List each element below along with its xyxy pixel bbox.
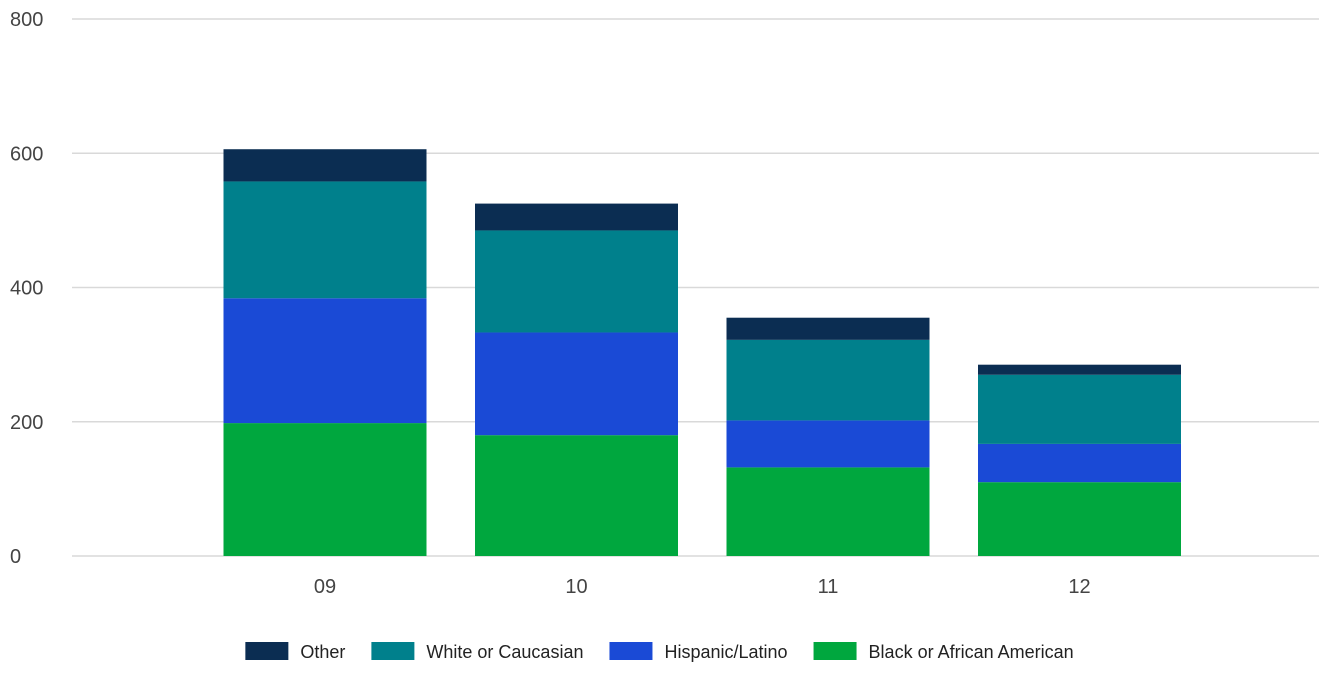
legend-label: White or Caucasian xyxy=(426,642,583,662)
bar-segment-white-or-caucasian-09[interactable] xyxy=(223,181,427,299)
x-tick-label: 11 xyxy=(818,576,839,598)
y-tick-label: 0 xyxy=(10,546,21,568)
legend-swatch xyxy=(609,642,653,660)
legend-label: Black or African American xyxy=(869,642,1074,662)
x-tick-label: 09 xyxy=(314,576,336,598)
legend-item-hispanic-latino[interactable]: Hispanic/Latino xyxy=(609,642,788,662)
y-axis-tick-labels: 0 200 400 600 800 xyxy=(10,9,43,568)
y-tick-label: 400 xyxy=(10,278,43,300)
legend-swatch xyxy=(245,642,289,660)
legend-item-white-or-caucasian[interactable]: White or Caucasian xyxy=(371,642,583,662)
legend: Other White or Caucasian Hispanic/Latino Bl… xyxy=(245,642,1074,662)
x-axis-tick-labels: 09 10 11 12 xyxy=(314,576,1091,598)
y-tick-label: 600 xyxy=(10,143,43,165)
legend-item-other[interactable]: Other xyxy=(245,642,345,662)
bar-segment-other-11[interactable] xyxy=(726,317,930,340)
bar-segment-black-or-african-american-09[interactable] xyxy=(223,423,427,556)
x-tick-label: 10 xyxy=(565,576,587,598)
bar-segment-hispanic-latino-12[interactable] xyxy=(978,443,1181,483)
x-tick-label: 12 xyxy=(1068,576,1090,598)
bar-segment-white-or-caucasian-11[interactable] xyxy=(726,339,930,421)
bars xyxy=(223,149,1181,556)
bar-segment-other-09[interactable] xyxy=(223,149,427,182)
bar-segment-black-or-african-american-12[interactable] xyxy=(978,482,1181,556)
bar-segment-black-or-african-american-11[interactable] xyxy=(726,467,930,556)
legend-label: Other xyxy=(300,642,345,662)
legend-item-black-or-african-american[interactable]: Black or African American xyxy=(813,642,1074,662)
bar-segment-hispanic-latino-09[interactable] xyxy=(223,298,427,424)
legend-label: Hispanic/Latino xyxy=(664,642,787,662)
legend-swatch xyxy=(371,642,415,660)
bar-segment-hispanic-latino-11[interactable] xyxy=(726,420,930,468)
bar-segment-black-or-african-american-10[interactable] xyxy=(475,435,678,556)
bar-segment-other-10[interactable] xyxy=(475,203,678,231)
bar-segment-hispanic-latino-10[interactable] xyxy=(475,332,678,436)
bar-segment-white-or-caucasian-12[interactable] xyxy=(978,374,1181,444)
y-tick-label: 800 xyxy=(10,9,43,31)
bar-segment-other-12[interactable] xyxy=(978,364,1181,375)
bar-segment-white-or-caucasian-10[interactable] xyxy=(475,230,678,333)
legend-swatch xyxy=(813,642,857,660)
y-tick-label: 200 xyxy=(10,412,43,434)
